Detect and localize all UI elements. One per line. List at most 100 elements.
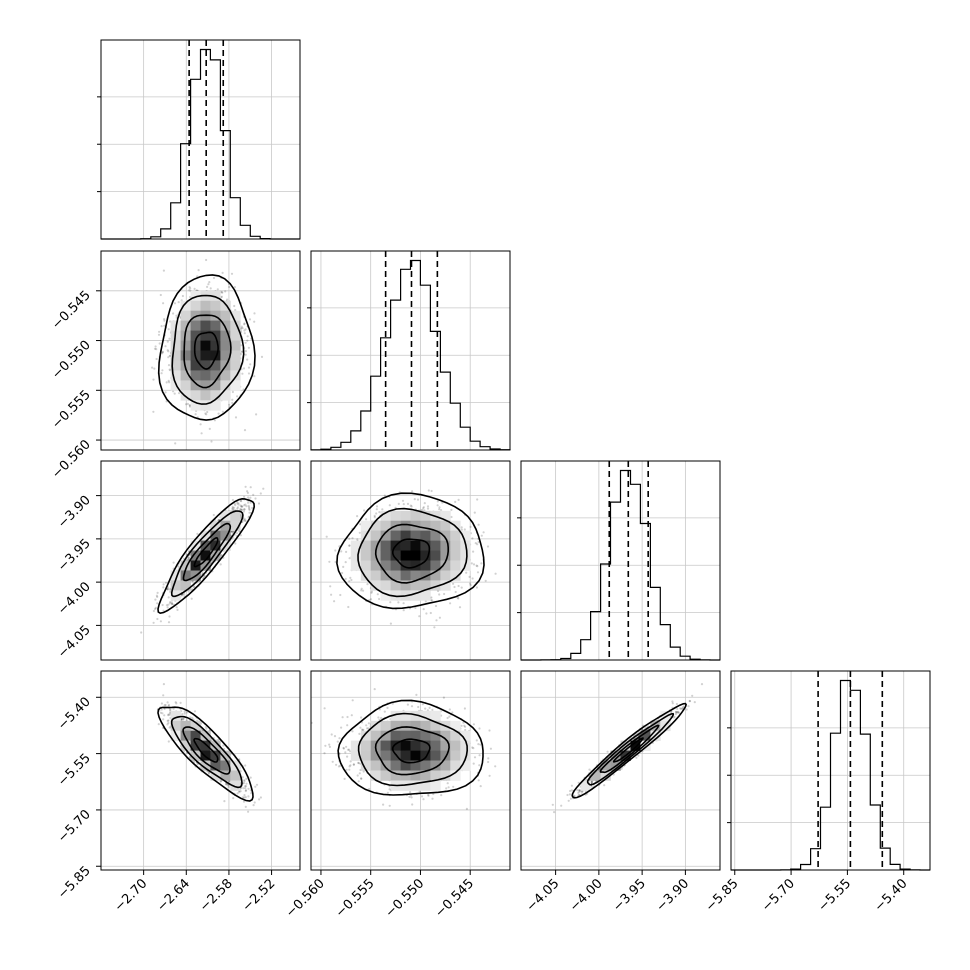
- scatter-point: [247, 496, 250, 499]
- scatter-point: [219, 563, 222, 566]
- scatter-point: [161, 603, 164, 607]
- scatter-point: [231, 507, 234, 510]
- scatter-point: [241, 505, 244, 508]
- scatter-point: [209, 287, 212, 290]
- scatter-point: [178, 392, 181, 395]
- scatter-point: [204, 412, 207, 415]
- scatter-point: [363, 509, 366, 512]
- scatter-point: [252, 493, 255, 496]
- scatter-point: [253, 320, 256, 323]
- scatter-point: [200, 432, 203, 435]
- density-cell: [200, 320, 211, 331]
- y-tick-label: −0.555: [49, 388, 94, 433]
- scatter-point: [240, 505, 244, 508]
- scatter-point: [206, 410, 209, 414]
- scatter-point: [243, 332, 246, 335]
- scatter-point: [231, 507, 234, 511]
- scatter-point: [210, 440, 213, 443]
- scatter-point: [240, 505, 243, 508]
- scatter-point: [241, 372, 244, 375]
- scatter-point: [248, 511, 251, 514]
- scatter-point: [172, 561, 175, 564]
- scatter-point: [205, 413, 208, 416]
- density-cell: [190, 290, 201, 302]
- y-tick-label: −4.05: [55, 623, 94, 662]
- density-cell: [190, 390, 201, 401]
- scatter-point: [469, 584, 472, 587]
- scatter-point: [241, 508, 244, 511]
- scatter-point: [162, 269, 165, 272]
- scatter-point: [233, 506, 236, 509]
- scatter-point: [349, 576, 352, 580]
- scatter-point: [425, 612, 428, 615]
- scatter-point: [192, 585, 195, 588]
- scatter-point: [196, 532, 199, 536]
- scatter-point: [233, 286, 236, 289]
- scatter-point: [245, 505, 248, 508]
- scatter-point: [152, 621, 155, 624]
- scatter-point: [438, 508, 441, 511]
- density-cell: [210, 350, 221, 361]
- scatter-point: [257, 502, 261, 505]
- scatter-point: [243, 508, 246, 511]
- scatter-point: [438, 593, 441, 596]
- scatter-point: [167, 328, 170, 331]
- scatter-point: [247, 504, 250, 507]
- density-cell: [210, 390, 221, 401]
- histogram-panel-3: [517, 460, 721, 661]
- scatter-point: [244, 518, 247, 521]
- scatter-point: [423, 502, 426, 505]
- scatter-point: [359, 523, 362, 526]
- scatter-point: [191, 580, 194, 583]
- scatter-point: [247, 346, 250, 349]
- scatter-point: [162, 583, 165, 586]
- scatter-point: [241, 327, 244, 330]
- scatter-point: [216, 288, 219, 291]
- panel-frame: [100, 39, 301, 240]
- scatter-point: [234, 542, 237, 545]
- scatter-point: [476, 571, 480, 574]
- density-cell: [200, 380, 211, 391]
- scatter-point: [153, 347, 157, 350]
- density-cell: [200, 360, 211, 371]
- scatter-point: [140, 631, 143, 634]
- y-tick-label: −0.545: [49, 288, 94, 333]
- panel-frame: [310, 250, 511, 451]
- scatter-point: [457, 584, 460, 588]
- panel-frame: [730, 670, 931, 871]
- scatter-point: [228, 403, 231, 406]
- scatter-point: [443, 592, 446, 596]
- scatter-point: [151, 366, 154, 369]
- scatter-point: [450, 508, 453, 511]
- density-cell: [200, 300, 211, 312]
- scatter-point: [231, 398, 234, 401]
- scatter-point: [158, 342, 161, 345]
- scatter-point: [244, 341, 247, 344]
- scatter-point: [199, 423, 202, 426]
- scatter-point: [174, 442, 177, 445]
- density-cell: [220, 350, 231, 361]
- scatter-point: [457, 597, 460, 600]
- density-cell: [190, 300, 201, 312]
- scatter-point: [244, 328, 247, 331]
- density-cell: [180, 310, 191, 321]
- scatter-point: [168, 381, 171, 384]
- panel-content: [101, 461, 300, 660]
- panel-frame: [520, 460, 721, 661]
- scatter-point: [206, 285, 209, 288]
- density-cell: [180, 340, 191, 351]
- scatter-point: [334, 549, 337, 552]
- scatter-point: [175, 314, 178, 317]
- density-cell: [170, 340, 181, 351]
- density-cell: [200, 340, 211, 351]
- scatter-point: [373, 514, 376, 518]
- scatter-point: [244, 503, 247, 506]
- scatter-point: [426, 507, 430, 510]
- scatter-point: [203, 574, 206, 577]
- scatter-point: [348, 537, 351, 540]
- scatter-point: [189, 287, 192, 290]
- scatter-point: [254, 497, 257, 500]
- scatter-point: [171, 603, 174, 606]
- scatter-point: [231, 505, 234, 508]
- density-cell: [210, 380, 221, 391]
